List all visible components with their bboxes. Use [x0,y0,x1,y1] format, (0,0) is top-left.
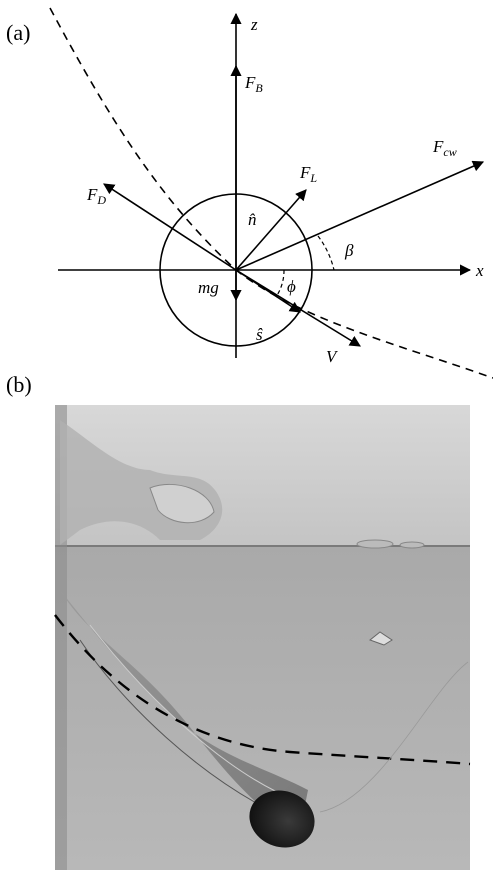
panel-label: (a) [6,20,30,45]
force-label: FL [299,163,317,185]
symbol: ϕ [287,277,296,296]
text-part: F [86,185,98,204]
text-part: L [309,171,317,185]
symbol: mg [198,278,219,297]
axis-label: x [475,261,484,280]
symbol: β [344,241,354,260]
text-part: F [432,137,444,156]
symbol: V⃗ [326,347,350,366]
panel-label: (b) [6,372,32,397]
text-part: D [96,193,106,207]
text-part: cw [443,145,456,159]
text-part: B [255,81,263,95]
text-part: F [299,163,311,182]
force-label: Fcw [432,137,457,159]
axis-label: z [250,15,258,34]
text-part: F [244,73,256,92]
photo [55,405,470,870]
panel-a [50,8,493,378]
force-label: FD [86,185,106,207]
symbol: ŝ [256,325,263,344]
symbol: n̂ [248,210,257,229]
force-label: FB [244,73,263,95]
figure: (a) z x FB Fcw FL FD n̂ β mg ϕ ŝ V⃗ (b) [0,0,493,874]
